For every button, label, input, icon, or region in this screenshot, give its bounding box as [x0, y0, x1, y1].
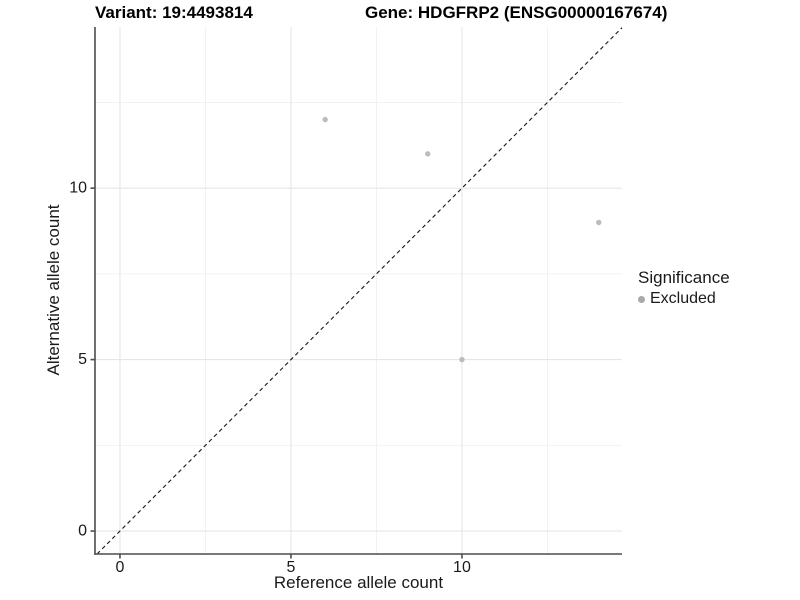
scatter-point — [425, 151, 431, 157]
x-tick-label: 0 — [116, 559, 125, 576]
identity-dashed-line — [96, 27, 623, 555]
legend-title: Significance — [638, 268, 730, 287]
y-tick-label: 10 — [69, 180, 87, 197]
x-tick-label: 10 — [453, 559, 471, 576]
legend-item-excluded: Excluded — [638, 290, 730, 308]
x-axis-title: Reference allele count — [273, 573, 444, 592]
x-tick-label: 5 — [287, 559, 296, 576]
y-tick-label: 5 — [78, 351, 87, 368]
legend-key-dot-icon — [638, 295, 645, 303]
gene-title: Gene: HDGFRP2 (ENSG00000167674) — [365, 3, 668, 22]
variant-title: Variant: 19:4493814 — [95, 3, 253, 22]
y-axis-title: Alternative allele count — [44, 204, 63, 376]
scatter-point — [322, 116, 328, 123]
legend-item-label: Excluded — [650, 290, 716, 307]
legend: Significance Excluded — [638, 268, 730, 308]
y-tick-label: 0 — [78, 523, 87, 540]
scatter-point — [459, 356, 465, 363]
scatter-point — [596, 219, 602, 226]
